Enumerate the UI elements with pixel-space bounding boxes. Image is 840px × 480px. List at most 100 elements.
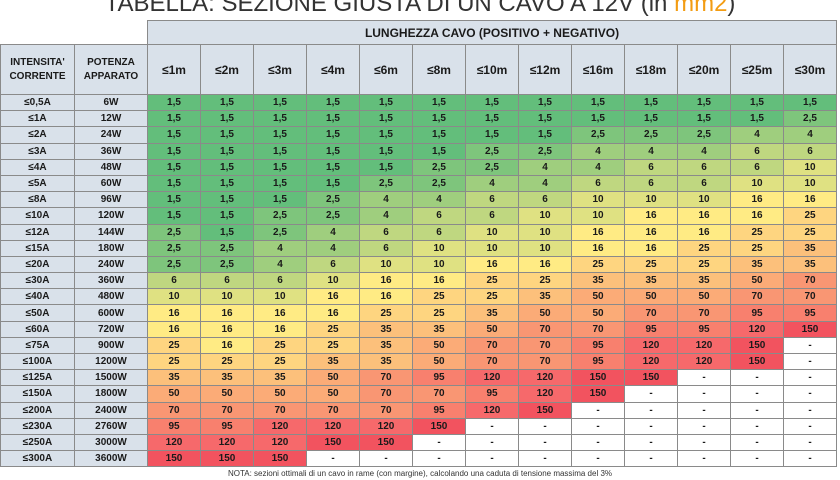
section-cell: 1,5	[253, 126, 307, 144]
section-cell: 4	[783, 126, 837, 144]
section-cell: -	[624, 450, 678, 468]
section-cell: 70	[359, 369, 413, 387]
section-cell: 150	[147, 450, 201, 468]
section-cell: 35	[465, 304, 519, 322]
row-power: 60W	[74, 174, 148, 193]
section-cell: 1,5	[253, 191, 307, 209]
table-row: ≤40A 480W 10 10 10 16 16 25 25 35 50 50 50 70 70	[0, 288, 837, 306]
section-cell: 70	[200, 401, 254, 419]
section-cell: 1,5	[677, 110, 731, 128]
section-cell: 16	[624, 223, 678, 241]
section-cell: 4	[518, 158, 572, 176]
section-cell: 1,5	[624, 93, 678, 112]
section-cell: -	[518, 417, 572, 435]
row-current: ≤40A	[0, 288, 75, 306]
section-cell: 70	[253, 401, 307, 419]
section-cell: 16	[359, 288, 413, 306]
section-cell: 95	[730, 304, 784, 322]
section-cell: 2,5	[147, 255, 201, 274]
section-cell: 6	[730, 158, 784, 176]
section-cell: 25	[253, 336, 307, 355]
header-length-cell: ≤20m	[677, 44, 731, 95]
section-cell: 16	[359, 272, 413, 290]
section-cell: 1,5	[465, 93, 519, 112]
row-power: 360W	[74, 272, 148, 290]
row-power: 180W	[74, 239, 148, 257]
section-cell: 2,5	[571, 126, 625, 144]
section-cell: 70	[677, 304, 731, 322]
section-cell: 2,5	[147, 239, 201, 257]
section-cell: 6	[518, 191, 572, 209]
table-row: ≤300A 3600W 150 150 150- - - - - - - - - -	[0, 450, 837, 468]
section-cell: -	[783, 369, 837, 387]
section-cell: 35	[200, 369, 254, 387]
section-cell: 120	[306, 417, 360, 435]
section-cell: 6	[677, 158, 731, 176]
section-cell: -	[677, 450, 731, 468]
section-cell: 2,5	[200, 255, 254, 274]
section-cell: 1,5	[200, 126, 254, 144]
section-cell: 95	[412, 369, 466, 387]
section-cell: 2,5	[147, 223, 201, 241]
section-cell: 35	[624, 272, 678, 290]
header-length-cell: ≤30m	[783, 44, 837, 95]
header-length-cell: ≤1m	[147, 44, 201, 95]
section-cell: 25	[306, 336, 360, 355]
table-row: ≤3A 36W 1,5 1,5 1,5 1,5 1,5 1,5 2,5 2,5 4 4 4 6 6	[0, 142, 837, 160]
header-group-row: LUNGHEZZA CAVO (POSITIVO + NEGATIVO)	[0, 20, 837, 45]
section-cell: 6	[571, 174, 625, 193]
section-cell: 10	[200, 288, 254, 306]
section-cell: 10	[306, 272, 360, 290]
section-cell: -	[783, 401, 837, 419]
section-cell: 2,5	[783, 110, 837, 128]
section-cell: 1,5	[200, 174, 254, 193]
section-cell: 1,5	[147, 110, 201, 128]
table-row: ≤50A 600W 16 16 16 16 25 25 35 50 50 70 70 95 95	[0, 304, 837, 322]
section-cell: 1,5	[306, 93, 360, 112]
row-power: 720W	[74, 320, 148, 338]
row-current: ≤0,5A	[0, 93, 75, 112]
section-cell: 1,5	[677, 93, 731, 112]
section-cell: -	[677, 385, 731, 403]
header-blank	[0, 20, 148, 45]
section-cell: 50	[200, 385, 254, 403]
section-cell: 35	[359, 352, 413, 371]
section-cell: 6	[624, 174, 678, 193]
section-cell: 50	[412, 352, 466, 371]
row-power: 6W	[74, 93, 148, 112]
section-cell: 10	[571, 191, 625, 209]
section-cell: 50	[147, 385, 201, 403]
row-current: ≤12A	[0, 223, 75, 241]
section-cell: 1,5	[359, 110, 413, 128]
section-cell: 25	[783, 223, 837, 241]
section-cell: 10	[465, 239, 519, 257]
section-cell: -	[359, 450, 413, 468]
section-cell: 1,5	[465, 110, 519, 128]
section-cell: 1,5	[253, 158, 307, 176]
section-cell: 10	[518, 207, 572, 225]
section-cell: 1,5	[147, 158, 201, 176]
section-cell: -	[783, 336, 837, 355]
section-cell: -	[783, 385, 837, 403]
section-cell: 1,5	[518, 110, 572, 128]
section-cell: 16	[306, 288, 360, 306]
table-row: ≤0,5A 6W 1,5 1,5 1,5 1,5 1,5 1,5 1,5 1,5 1,5 1,5 1,5…	[0, 93, 837, 112]
section-cell: 1,5	[359, 142, 413, 160]
section-cell: 95	[571, 336, 625, 355]
section-cell: 6	[465, 191, 519, 209]
section-cell: 4	[359, 191, 413, 209]
cable-section-table: LUNGHEZZA CAVO (POSITIVO + NEGATIVO) INT…	[0, 20, 837, 468]
section-cell: 10	[730, 174, 784, 193]
section-cell: 10	[465, 223, 519, 241]
section-cell: 6	[147, 272, 201, 290]
section-cell: 1,5	[571, 110, 625, 128]
section-cell: 10	[518, 223, 572, 241]
section-cell: 150	[730, 352, 784, 371]
title-suffix: )	[727, 0, 736, 16]
section-cell: 120	[518, 385, 572, 403]
section-cell: 150	[253, 450, 307, 468]
section-cell: 2,5	[359, 174, 413, 193]
section-cell: 16	[253, 320, 307, 338]
section-cell: 6	[412, 207, 466, 225]
table-row: ≤230A 2760W 95 95 120 120 120 150- - - - - - -	[0, 417, 837, 435]
